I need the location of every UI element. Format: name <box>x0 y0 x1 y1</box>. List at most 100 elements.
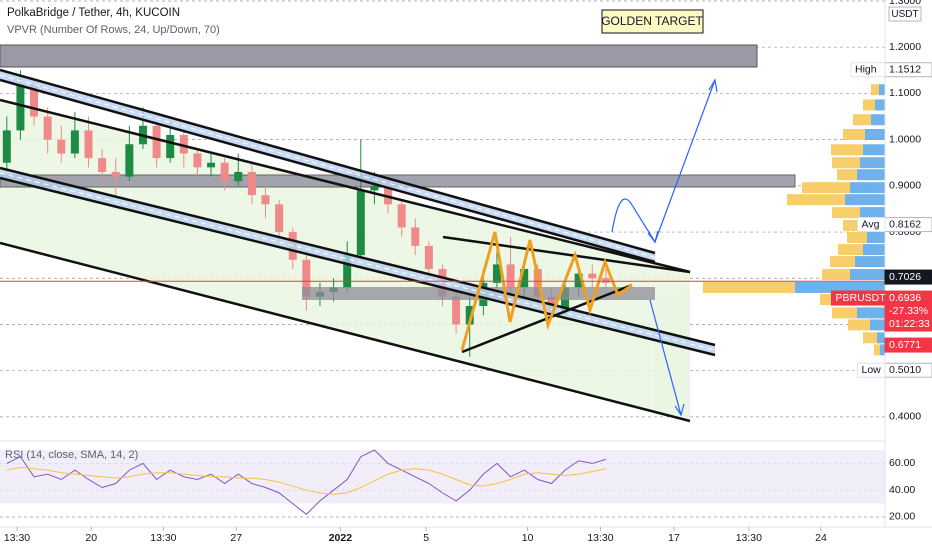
volume-row <box>857 169 885 181</box>
candle-body <box>275 204 284 233</box>
candle-body <box>397 204 406 228</box>
candle-body <box>465 305 474 325</box>
volume-row <box>867 232 885 244</box>
wave-pattern <box>460 231 633 351</box>
volume-row <box>853 114 871 126</box>
volume-row <box>863 99 875 111</box>
x-tick-label: 13:30 <box>736 532 762 544</box>
price-badge-text: 01:22:33 <box>889 318 930 330</box>
symbol-title: PolkaBridge / Tether, 4h, KUCOIN <box>7 7 180 19</box>
candle-body <box>302 259 311 297</box>
volume-row <box>871 114 885 126</box>
overlays: PolkaBridge / Tether, 4h, KUCOIN VPVR (N… <box>5 7 220 461</box>
rsi-tick-label: 60.00 <box>889 457 915 469</box>
candle-body <box>166 135 175 159</box>
volume-row <box>837 169 857 181</box>
volume-row <box>875 99 885 111</box>
volume-row <box>802 182 850 194</box>
y-tick-label: 1.3000 <box>889 0 921 7</box>
candle-body <box>84 130 93 159</box>
volume-row <box>850 269 885 281</box>
channel-line <box>0 68 656 255</box>
price-badge-text: 0.6936 <box>889 292 921 304</box>
volume-row <box>850 182 885 194</box>
channel-line <box>0 98 691 274</box>
x-tick-label: 20 <box>85 532 97 544</box>
y-tick-label: 1.2000 <box>889 41 921 53</box>
channel-line <box>0 176 716 357</box>
candle-body <box>30 84 39 117</box>
y-tick-label: 0.9000 <box>889 180 921 192</box>
price-badge-name-box <box>831 290 886 306</box>
currency: USDT <box>891 9 918 20</box>
channel-line <box>0 78 656 264</box>
x-tick-label: 13:30 <box>150 532 176 544</box>
candle-body <box>152 125 161 159</box>
x-tick-label: 13:30 <box>587 532 613 544</box>
arrow-head <box>674 403 685 417</box>
candle-body <box>234 171 243 182</box>
candle-body <box>98 158 107 172</box>
vpvr-title: VPVR (Number Of Rows, 24, Up/Down, 70) <box>7 24 220 36</box>
candle-body <box>601 278 610 283</box>
volume-row <box>879 84 885 96</box>
drawings-front: GOLDEN TARGET <box>0 9 885 423</box>
rsi-title: RSI (14, close, SMA, 14, 2) <box>5 449 138 461</box>
candle-body <box>520 269 529 288</box>
volume-row <box>863 244 885 256</box>
candle-body <box>220 162 229 182</box>
x-tick-label: 27 <box>230 532 242 544</box>
volume-row <box>877 332 885 344</box>
candle-body <box>125 144 134 177</box>
candle-body <box>424 245 433 270</box>
candle-body <box>588 273 597 279</box>
volume-row <box>860 207 885 219</box>
annotation-box <box>601 9 704 34</box>
volume-row <box>838 244 863 256</box>
candle-body <box>111 171 120 177</box>
x-tick-label: 2022 <box>329 532 353 544</box>
target-fill <box>655 290 690 421</box>
volume-row <box>822 269 850 281</box>
price-badge-name: Avg <box>862 218 880 230</box>
candle-body <box>43 116 52 140</box>
volume-row <box>703 281 795 293</box>
x-tick-label: 13:30 <box>4 532 30 544</box>
candle-body <box>452 296 461 325</box>
price-badge-name-box <box>857 217 886 233</box>
currency-box <box>888 6 922 22</box>
projection-up <box>611 79 716 244</box>
volume-row <box>860 157 885 169</box>
arrow-head <box>647 230 659 244</box>
volume-row <box>865 129 885 141</box>
volume-row <box>832 307 857 319</box>
price-badge-text: 1.1512 <box>889 64 921 76</box>
candle-body <box>70 130 79 154</box>
candle-body <box>247 171 256 196</box>
channel-line <box>0 166 716 347</box>
price-badge <box>884 290 932 332</box>
volume-row <box>857 307 885 319</box>
candle-body <box>411 227 420 246</box>
x-tick-label: 17 <box>668 532 680 544</box>
volume-row <box>848 319 870 331</box>
volume-row <box>795 281 885 293</box>
price-badge-name-box <box>857 362 886 378</box>
volume-row <box>871 84 879 96</box>
candle-body <box>207 162 216 168</box>
candle-body <box>16 84 25 131</box>
volume-row <box>787 194 845 206</box>
mid-channel-fill <box>0 168 715 355</box>
volume-row <box>832 157 860 169</box>
y-tick-label: 1.1000 <box>889 87 921 99</box>
rsi-band <box>0 450 885 504</box>
price-badge <box>884 269 932 285</box>
rsi-tick-label: 40.00 <box>889 484 915 496</box>
volume-row <box>855 256 885 268</box>
candle-body <box>370 185 379 191</box>
marks <box>0 70 885 515</box>
price-badge-name: PBRUSDT <box>836 292 887 304</box>
channel-line <box>0 241 691 423</box>
candle-body <box>384 185 393 205</box>
